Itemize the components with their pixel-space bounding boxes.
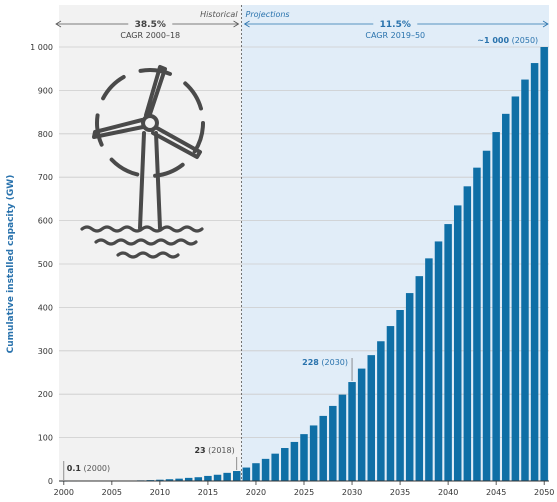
annotation-year: (2050) (509, 36, 538, 45)
y-tick-label: 1 000 (30, 43, 53, 52)
projection-label: Projections (246, 10, 290, 19)
bar-2017 (223, 472, 231, 481)
historical-cagr-arrow-left-head (55, 20, 62, 28)
bar-2049 (530, 63, 539, 482)
bar-2024 (290, 441, 299, 481)
projection-cagr-value: 11.5% (380, 20, 411, 30)
x-tick-label: 2035 (390, 488, 410, 497)
y-tick-label: 200 (38, 390, 53, 399)
y-tick-label: 300 (38, 347, 53, 356)
annotation-value: 23 (194, 446, 205, 455)
bar-2045 (492, 132, 500, 481)
y-tick-label: 400 (38, 303, 53, 312)
historical-cagr-bg (128, 17, 173, 29)
annotation-year: (2030) (319, 358, 348, 367)
bar-2026 (309, 425, 318, 481)
y-tick-label: 500 (38, 260, 53, 269)
annotation-2000: 0.1 (2000) (67, 464, 110, 473)
bar-2035 (396, 310, 404, 481)
bar-2046 (502, 113, 510, 481)
historical-cagr-arrow-right-head (233, 20, 240, 28)
bar-2023 (281, 448, 289, 481)
bar-2050 (540, 47, 548, 481)
bar-2010 (156, 479, 164, 481)
x-tick-label: 2030 (342, 488, 362, 497)
bar-2033 (377, 341, 385, 481)
historical-cagr-label: CAGR 2000–18 (120, 31, 180, 40)
bar-2030 (348, 382, 356, 481)
projection-cagr-arrow-left-head (243, 20, 250, 28)
bar-2042 (463, 186, 472, 481)
bar-2015 (204, 475, 212, 481)
y-axis-label: Cumulative installed capacity (GW) (6, 175, 16, 354)
bar-2034 (386, 326, 395, 481)
x-tick-label: 2005 (102, 488, 122, 497)
bar-2039 (434, 241, 443, 481)
bar-2044 (482, 150, 491, 481)
y-tick-label: 900 (38, 86, 53, 95)
historical-cagr-value: 38.5% (135, 20, 166, 30)
x-tick-label: 2015 (198, 488, 218, 497)
bar-2022 (271, 453, 279, 481)
annotation-2030: 228 (2030) (302, 358, 348, 367)
y-tick-label: 0 (48, 477, 53, 486)
annotation-value: 228 (302, 358, 319, 367)
bar-2037 (415, 276, 424, 481)
annotation-year: (2000) (81, 464, 110, 473)
bar-2038 (425, 258, 433, 481)
bar-2047 (511, 96, 520, 481)
bar-2016 (213, 474, 222, 481)
bar-2019 (242, 467, 251, 481)
x-tick-label: 2040 (438, 488, 458, 497)
bar-2029 (338, 394, 347, 481)
bar-2043 (473, 167, 481, 482)
bar-2048 (521, 79, 529, 482)
annotation-year: (2018) (206, 446, 235, 455)
annotation-2018: 23 (2018) (194, 446, 234, 455)
y-tick-label: 100 (38, 434, 53, 443)
bar-2040 (444, 224, 452, 481)
x-tick-label: 2020 (246, 488, 266, 497)
bar-2013 (184, 477, 193, 481)
x-tick-label: 2000 (54, 488, 74, 497)
projection-cagr-label: CAGR 2019–50 (365, 31, 425, 40)
x-tick-label: 2010 (150, 488, 170, 497)
bar-2032 (367, 355, 376, 481)
annotation-2050: ~1 000 (2050) (477, 36, 538, 45)
bar-2011 (165, 479, 174, 481)
annotation-value: ~1 000 (477, 36, 509, 45)
historical-label: Historical (200, 10, 238, 19)
bar-2028 (329, 405, 337, 481)
bar-2025 (300, 434, 308, 481)
bar-2020 (252, 463, 260, 481)
bar-2014 (194, 477, 203, 481)
bar-2027 (319, 415, 327, 481)
bar-2018 (232, 471, 241, 481)
y-tick-label: 700 (38, 173, 53, 182)
projection-cagr-bg (373, 17, 418, 29)
annotation-value: 0.1 (67, 464, 82, 473)
bar-2021 (261, 458, 270, 481)
bar-2036 (405, 293, 414, 481)
y-tick-label: 800 (38, 130, 53, 139)
bar-2031 (357, 368, 366, 481)
x-tick-label: 2045 (486, 488, 506, 497)
offshore-wind-turbine-icon (80, 65, 205, 259)
x-tick-label: 2025 (294, 488, 314, 497)
projection-cagr-arrow-right-head (542, 20, 549, 28)
x-tick-label: 2050 (534, 488, 554, 497)
y-tick-label: 600 (38, 217, 53, 226)
bar-2012 (175, 478, 183, 481)
bar-2041 (453, 205, 462, 481)
